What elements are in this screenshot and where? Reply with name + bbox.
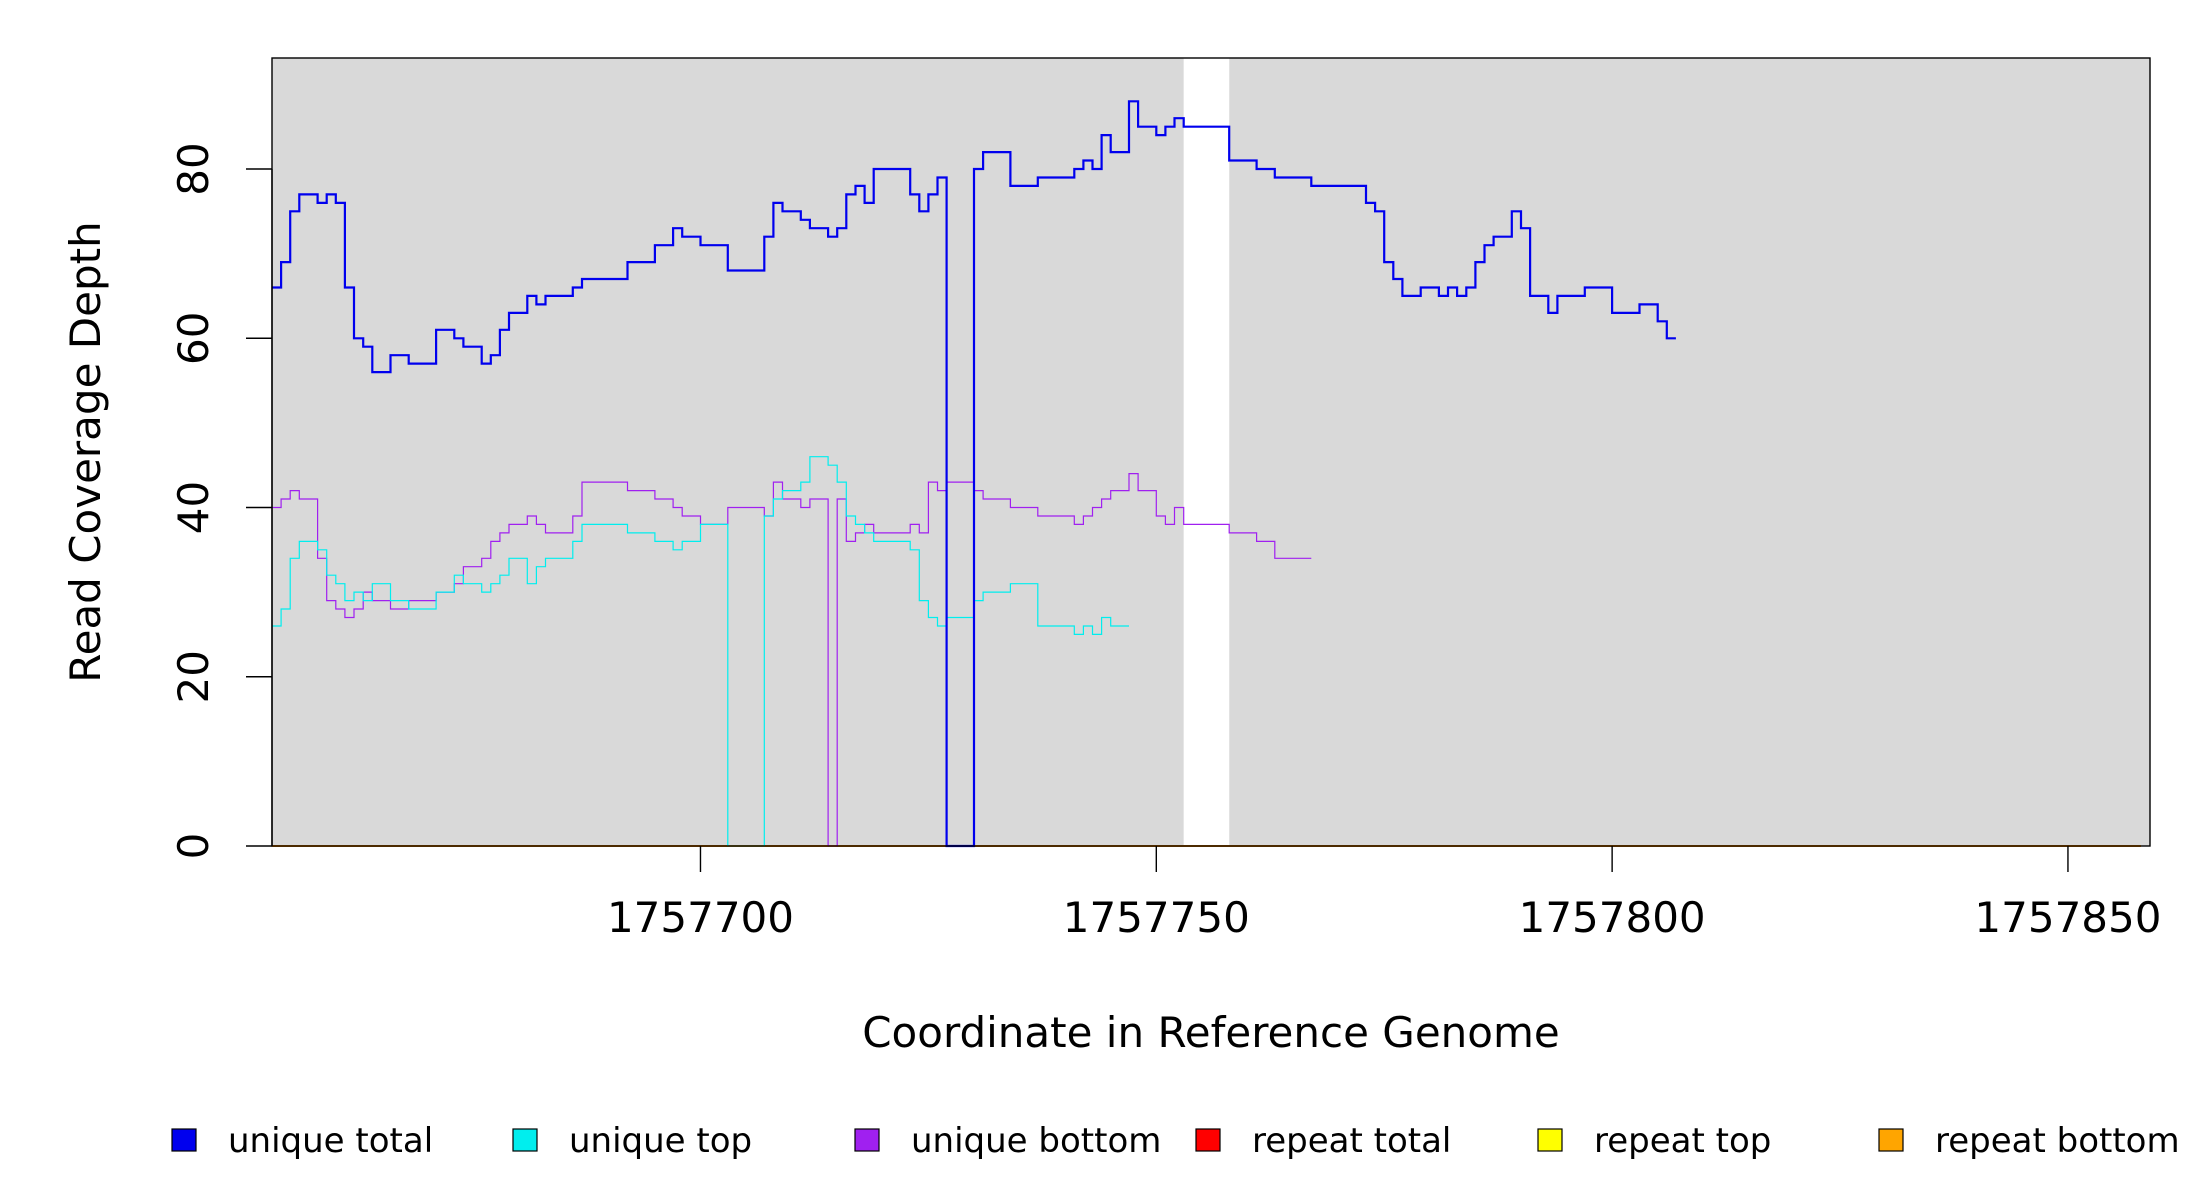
legend-swatch-repeat-bottom — [1878, 1128, 1904, 1152]
x-axis: 1757700 1757750 1757800 1757850 — [607, 846, 2161, 942]
legend-label-repeat-bottom: repeat bottom — [1935, 1121, 2180, 1161]
legend-label-unique-top: unique top — [569, 1121, 752, 1161]
y-tick-label: 20 — [169, 650, 218, 703]
x-tick-label: 1757700 — [607, 893, 794, 942]
x-tick-label: 1757750 — [1063, 893, 1250, 942]
y-tick-label: 40 — [169, 481, 218, 534]
legend-label-repeat-total: repeat total — [1252, 1121, 1451, 1161]
legend-swatch-unique-top — [512, 1128, 538, 1152]
legend-swatch-unique-bottom — [854, 1128, 880, 1152]
legend-swatch-unique-total — [171, 1128, 197, 1152]
x-axis-label: Coordinate in Reference Genome — [862, 1008, 1560, 1057]
series-line-unique-total — [272, 100, 1676, 848]
series-line-unique-bottom — [272, 473, 1312, 847]
legend-label-unique-bottom: unique bottom — [911, 1121, 1161, 1161]
y-tick-label: 80 — [169, 142, 218, 195]
y-tick-label: 0 — [169, 833, 218, 860]
legend-swatch-repeat-top — [1537, 1128, 1563, 1152]
x-tick-label: 1757800 — [1519, 893, 1706, 942]
legend-label-unique-total: unique total — [228, 1121, 433, 1161]
legend-label-repeat-top: repeat top — [1594, 1121, 1771, 1161]
gap-region — [1183, 58, 1230, 846]
y-tick-label: 60 — [169, 312, 218, 365]
x-tick-label: 1757850 — [1974, 893, 2161, 942]
legend: unique total unique top unique bottom repea… — [171, 1121, 2180, 1161]
legend-swatch-repeat-total — [1195, 1128, 1221, 1152]
y-axis: 0 20 40 60 80 — [169, 142, 273, 860]
series-line-unique-top — [272, 456, 1129, 847]
y-axis-label: Read Coverage Depth — [61, 221, 110, 682]
